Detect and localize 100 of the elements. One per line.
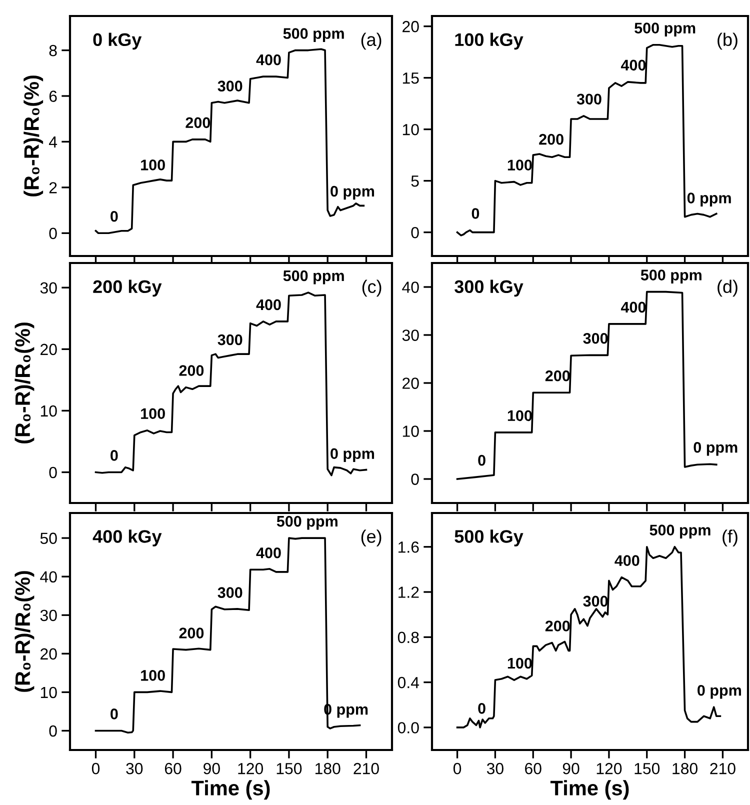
x-tick-label: 60 [164,762,182,774]
y-tick-label: 0.0 [398,722,419,734]
annotation: 0 ppm [698,684,741,699]
y-tick-label: 10 [402,426,419,437]
y-tick-label: 0 [411,474,419,485]
x-tick-label: 90 [204,762,220,774]
annotation: 100 [508,160,532,170]
x-tick-label: 120 [596,762,622,774]
y-tick-label: 8 [49,44,57,56]
annotation: 300 [218,587,242,598]
y-tick-label: 20 [40,648,57,660]
annotation: 0 [110,450,118,461]
annotation: 500 ppm [283,28,344,42]
y-axis-title: (R₀-R)/R₀(%) [24,76,44,196]
annotation: (a) [361,32,382,50]
annotation: 500 ppm [640,270,702,284]
annotation: 400 [256,299,281,310]
annotation: 300 [583,596,608,607]
y-tick-label: 50 [40,532,57,544]
y-tick-label: 0.8 [398,632,419,644]
annotation: 0 [110,210,118,222]
annotation: 500 ppm [283,270,344,284]
annotation: 400 [620,60,646,71]
annotation: 200 [179,365,204,376]
annotation: 0 ppm [687,192,731,206]
annotation: 0 ppm [330,186,374,200]
x-axis-title: Time (s) [550,780,629,800]
x-tick-label: 120 [238,762,264,774]
x-tick-label: 30 [126,762,143,774]
x-tick-label: 150 [276,762,302,774]
annotation: (c) [362,280,382,297]
y-tick-label: 30 [40,610,57,622]
annotation: 300 [218,334,242,346]
annotation: 200 [179,628,204,638]
annotation: 0 ppm [330,448,374,462]
y-axis-title: (R₀-R)/R₀(%) [14,322,34,444]
y-tick-label: 0.4 [398,676,420,688]
text: 100 kGy [455,32,524,50]
y-tick-label: 15 [402,72,419,84]
y-tick-label: 1.2 [398,586,419,598]
x-tick-label: 180 [672,762,698,774]
y-tick-label: 20 [40,344,57,356]
annotation: 0 ppm [694,442,738,456]
annotation: 0 [478,454,486,466]
annotation: 0 [478,703,486,714]
y-tick-label: 1.6 [398,541,419,553]
x-tick-label: 150 [634,762,660,774]
text: 300 kGy [454,280,524,297]
annotation: (e) [361,530,382,546]
annotation: 300 [218,80,242,92]
annotation: 400 [620,302,646,313]
x-axis-title: Time (s) [191,780,270,800]
annotation: (b) [718,32,738,50]
y-tick-label: 0 [49,725,57,737]
x-tick-label: 90 [562,762,580,774]
y-tick-label: 30 [402,330,419,341]
annotation: 200 [186,117,210,128]
text: 400 kGy [92,530,162,546]
y-tick-label: 6 [49,90,57,102]
y-tick-label: 10 [402,124,419,136]
y-tick-label: 10 [40,686,57,698]
annotation: (d) [718,280,738,297]
annotation: 0 [110,708,118,720]
annotation: 400 [256,54,281,66]
annotation: (f) [722,530,738,546]
y-tick-label: 0 [49,466,57,478]
y-tick-label: 40 [402,282,419,293]
y-tick-label: 30 [40,282,57,294]
x-tick-label: 30 [486,762,504,774]
y-tick-label: 5 [411,176,419,187]
x-tick-label: 0 [453,762,462,774]
annotation: 200 [539,134,564,145]
annotation: 500 ppm [650,524,710,539]
annotation: 200 [545,620,570,632]
x-tick-label: 210 [710,762,736,774]
annotation: 500 ppm [276,516,338,530]
annotation: 100 [141,408,165,420]
y-tick-label: 0 [49,228,57,240]
x-tick-label: 0 [92,762,100,774]
annotation: 100 [141,670,165,681]
annotation: 500 ppm [634,22,696,37]
y-tick-label: 40 [40,571,57,583]
annotation: 100 [141,160,165,170]
annotation: 300 [583,332,608,344]
x-tick-label: 210 [354,762,379,774]
x-tick-label: 60 [525,762,542,774]
text: 500 kGy [454,530,524,546]
y-tick-label: 20 [402,20,419,32]
annotation: 400 [614,555,640,566]
annotation: 0 [472,208,480,219]
y-tick-label: 20 [402,378,419,389]
y-tick-label: 10 [40,405,57,417]
annotation: 300 [576,94,602,105]
text: 200 kGy [93,280,162,297]
y-tick-label: 0 [411,226,419,238]
x-tick-label: 180 [315,762,340,774]
y-tick-label: 4 [48,136,58,148]
text: 0 kGy [93,32,142,50]
y-tick-label: 2 [49,182,57,194]
y-axis-title: (R₀-R)/R₀(%) [14,571,34,692]
